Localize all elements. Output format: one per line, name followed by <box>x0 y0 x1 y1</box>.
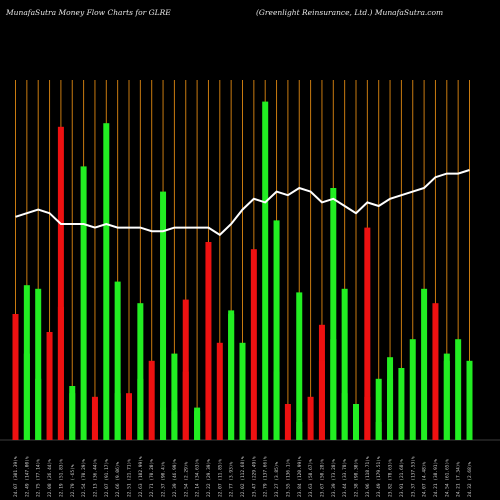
x-tick-label: 22.79 (-65)% <box>70 464 76 497</box>
money-flow-bar <box>409 339 416 440</box>
money-flow-bar <box>273 220 280 440</box>
x-tick-label: 23.49 (179.51)% <box>376 456 382 497</box>
money-flow-bar <box>364 396 371 440</box>
x-tick-label: 22.22 (29.39)% <box>206 459 212 497</box>
x-tick-label: 22.71 (70.20)% <box>149 459 155 497</box>
money-flow-bar <box>353 404 359 440</box>
money-flow-bar <box>443 360 450 440</box>
money-flow-bar <box>466 360 473 440</box>
money-flow-bar <box>57 306 64 440</box>
money-flow-bar <box>103 123 110 440</box>
x-tick-label: 23.67 (50.28)% <box>319 459 325 497</box>
x-tick-label: 22.39 (46.99)% <box>172 459 178 497</box>
x-tick-label: 22.79 (137.66)% <box>263 456 269 497</box>
x-tick-label: 23.91 (21.68)% <box>399 459 405 497</box>
money-flow-bar <box>114 281 121 440</box>
money-flow-bar <box>80 166 87 440</box>
x-tick-label: 22.54 (2.29)% <box>183 461 189 497</box>
money-flow-bar <box>12 314 19 440</box>
x-tick-label: 23.47 (229.49)% <box>251 456 257 497</box>
x-tick-label: 24.32 (2.68)% <box>467 461 473 497</box>
x-tick-label: 24.54 (61.65)% <box>444 459 450 497</box>
x-tick-label: 23.84 (120.99)% <box>297 456 303 497</box>
money-flow-bar <box>171 353 178 440</box>
money-flow-bar <box>398 368 405 440</box>
x-tick-label: 23.96 (118.71)% <box>365 456 371 497</box>
money-flow-bar <box>205 242 212 440</box>
x-tick-label: 22.49 (147.00)% <box>24 456 30 497</box>
money-flow-bar <box>364 227 371 440</box>
x-tick-label: 22.37 (90.4)% <box>161 461 167 497</box>
money-flow-bar <box>194 407 201 440</box>
money-flow-bar <box>318 360 325 440</box>
x-tick-label: 24.07 (301.39)% <box>13 456 19 497</box>
x-tick-label: 24.21 (7.34)% <box>456 461 462 497</box>
money-flow-bar <box>387 357 394 440</box>
money-flow-bar <box>262 101 269 440</box>
money-flow-bar <box>35 378 42 440</box>
x-tick-label: 22.75 (77.14)% <box>36 459 42 497</box>
money-flow-bar <box>375 378 382 440</box>
money-flow-bar <box>148 360 155 440</box>
money-flow-bar <box>182 371 189 440</box>
money-flow-bar <box>114 393 121 440</box>
chart-title: MunafaSutra Money Flow Charts for GLRE <box>6 8 171 17</box>
x-tick-label: 24.07 (4.48)% <box>422 461 428 497</box>
money-flow-bar <box>35 288 42 440</box>
x-tick-label: 22.19 (51.83)% <box>58 459 64 497</box>
money-flow-bar <box>284 404 291 440</box>
money-flow-bar <box>432 303 439 440</box>
money-flow-bar <box>91 396 98 440</box>
x-tick-label: 23.44 (33.78)% <box>342 459 348 497</box>
x-tick-label: 23.37 (137.53)% <box>410 456 416 497</box>
x-tick-label: 22.08 (26.44)% <box>47 459 53 497</box>
x-tick-label: 23.63 (58.67)% <box>308 459 314 497</box>
x-tick-label: 22.14 (34.63)% <box>195 459 201 497</box>
money-flow-bar <box>455 339 462 440</box>
x-tick-label: 23.55 (136.1)% <box>285 459 291 497</box>
x-tick-label: 22.07 (91.17)% <box>104 459 110 497</box>
money-flow-bar <box>46 332 53 440</box>
x-tick-label: 24.21 (38.91)% <box>433 459 439 497</box>
money-flow-bar <box>341 288 348 440</box>
price-line <box>15 169 470 237</box>
x-tick-label: 22.13 (36.44)% <box>92 459 98 497</box>
chart-subtitle: (Greenlight Reinsurance, Ltd.) MunafaSut… <box>256 8 444 17</box>
money-flow-bar <box>307 396 314 440</box>
money-flow-bar <box>160 191 167 440</box>
x-tick-label: 22.07 (11.85)% <box>217 459 223 497</box>
money-flow-bar <box>57 126 64 441</box>
money-flow-bar <box>239 342 246 440</box>
x-tick-label: 22.38 (98.30)% <box>354 459 360 497</box>
money-flow-bar <box>421 288 428 440</box>
money-flow-bar <box>137 303 144 440</box>
money-flow-bar <box>228 310 235 440</box>
money-flow-bar <box>137 378 144 440</box>
money-flow-bar <box>216 342 223 440</box>
money-flow-bar <box>23 285 30 440</box>
money-flow-bar <box>126 393 132 440</box>
money-flow-bar <box>296 422 303 440</box>
x-tick-label: 22.51 (21.71)% <box>127 459 133 497</box>
x-tick-label: 23.39 (73.28)% <box>331 459 337 497</box>
money-flow-bar <box>330 188 337 440</box>
money-flow-bar <box>296 292 303 440</box>
x-tick-label: 22.54 (70.29)% <box>81 459 87 497</box>
x-tick-label: 22.77 (3.93)% <box>229 461 235 497</box>
x-tick-label: 22.66 (9.06)% <box>115 461 121 497</box>
x-tick-label: 23.27 (3.85)% <box>274 461 280 497</box>
money-flow-bar <box>250 249 257 440</box>
money-flow-bar <box>273 371 280 440</box>
money-flow-bar <box>330 339 337 440</box>
money-flow-bar <box>341 393 348 440</box>
money-flow-bar <box>69 393 76 440</box>
x-tick-label: 22.02 (112.68)% <box>240 456 246 497</box>
x-tick-label: 23.82 (78.63)% <box>388 459 394 497</box>
x-tick-label: 22.63 (102.99)% <box>138 456 144 497</box>
money-flow-bar <box>182 299 189 440</box>
